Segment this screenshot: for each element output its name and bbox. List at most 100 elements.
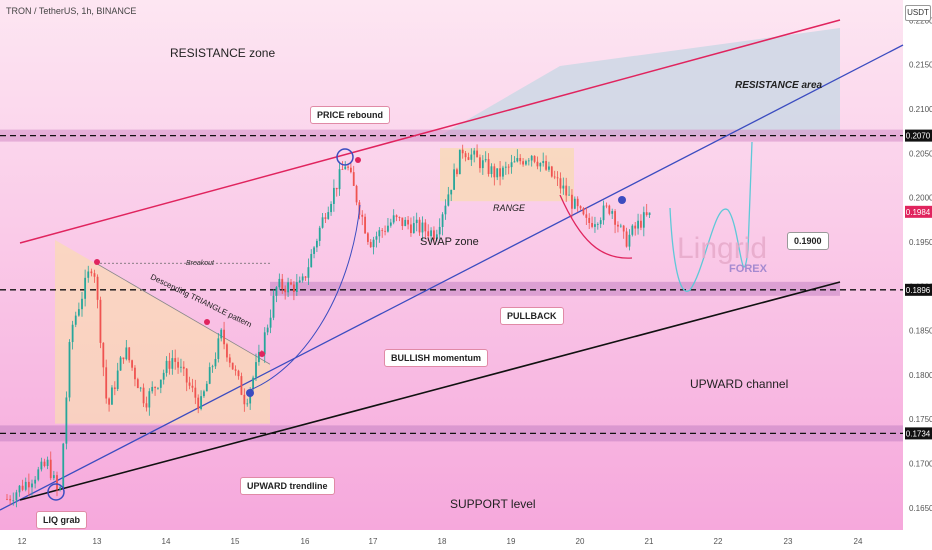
candle-body: [272, 295, 275, 318]
candle-body: [128, 347, 131, 361]
candle-body: [591, 222, 593, 227]
candle-body: [43, 461, 46, 467]
candle-body: [321, 217, 324, 228]
candle-body: [424, 222, 427, 232]
candle-body: [352, 172, 355, 186]
point-marker-3: [355, 157, 361, 163]
upward-trendline-label: UPWARD trendline: [240, 477, 335, 495]
candle-body: [502, 167, 504, 177]
candle-body: [599, 220, 602, 225]
candle-body: [533, 155, 536, 162]
candle-body: [347, 166, 349, 168]
candle-body: [476, 150, 478, 158]
candle-body: [243, 394, 246, 405]
candle-body: [131, 360, 133, 368]
candle-body: [453, 169, 455, 190]
pullback-label: PULLBACK: [500, 307, 564, 325]
candle-body: [493, 166, 496, 178]
price-tag-bg: [905, 283, 932, 296]
resistance-area-label: RESISTANCE area: [735, 80, 823, 91]
candle-body: [18, 485, 21, 493]
x-tick-label: 14: [162, 537, 171, 546]
resistance-trendline: [19, 19, 841, 244]
candle-body: [525, 161, 527, 165]
y-tick-label: 0.1850: [909, 327, 932, 336]
candle-body: [84, 277, 87, 299]
candle-body: [119, 357, 122, 371]
x-tick-label: 13: [93, 537, 102, 546]
candle-body: [307, 267, 310, 278]
candle-body: [180, 366, 182, 368]
candle-body: [487, 159, 490, 175]
x-tick-label: 12: [18, 537, 27, 546]
candle-body: [293, 284, 295, 292]
liq-grab-label: LIQ grab: [36, 511, 88, 529]
bullish-momentum-label: BULLISH momentum: [384, 349, 488, 367]
swap-band: [270, 281, 840, 296]
candle-body: [105, 367, 108, 399]
currency-label[interactable]: USDT: [905, 5, 931, 21]
candle-body: [182, 366, 185, 369]
candle-body: [640, 220, 642, 228]
resistance-area-shade: [440, 28, 840, 136]
candle-body: [278, 278, 281, 288]
candle-body: [573, 198, 576, 209]
breakout-label: Breakout: [186, 260, 215, 267]
support-trendline: [19, 281, 841, 501]
candle-body: [27, 481, 30, 488]
point-marker-1: [204, 319, 210, 325]
candle-body: [481, 160, 484, 169]
candle-body: [154, 386, 156, 389]
price-tag-label: 0.1896: [906, 286, 931, 295]
candle-body: [220, 329, 223, 339]
candle-body: [34, 479, 37, 484]
candle-body: [40, 461, 43, 470]
candle-body: [542, 161, 545, 164]
x-tick-label: 23: [784, 537, 793, 546]
candle-body: [122, 357, 125, 360]
candle-body: [430, 230, 432, 237]
candle-body: [605, 205, 608, 207]
candle-body: [205, 383, 208, 392]
candle-body: [504, 166, 507, 168]
candle-body: [142, 387, 145, 404]
candle-body: [269, 317, 272, 328]
candle-body: [435, 234, 438, 240]
resistance-zone-label: RESISTANCE zone: [170, 46, 276, 60]
upward-channel-label: UPWARD channel: [690, 377, 789, 391]
y-tick-label: 0.2100: [909, 105, 932, 114]
candle-body: [165, 360, 168, 373]
candle-body: [200, 396, 202, 410]
candle-body: [266, 327, 269, 333]
candle-body: [527, 160, 530, 162]
price-tag-label: 0.1734: [906, 429, 931, 438]
candle-body: [395, 215, 398, 218]
candle-body: [87, 271, 90, 278]
symbol-header[interactable]: TRON / TetherUS, 1h, BINANCE: [6, 6, 137, 16]
candle-body: [168, 360, 171, 369]
candle-body: [99, 299, 102, 343]
candle-body: [56, 475, 58, 490]
candle-body: [108, 398, 110, 405]
candle-body: [548, 166, 550, 170]
candle-body: [174, 358, 177, 362]
point-marker-0: [94, 259, 100, 265]
y-tick-label: 0.2000: [909, 194, 932, 203]
x-tick-label: 20: [576, 537, 585, 546]
x-tick-label: 24: [854, 537, 863, 546]
candle-body: [415, 219, 418, 224]
candle-body: [588, 217, 591, 223]
candle-body: [136, 379, 139, 389]
candle-body: [240, 376, 243, 395]
candle-body: [316, 240, 318, 248]
candle-body: [568, 194, 570, 196]
candle-body: [372, 239, 375, 248]
projection-path: [669, 141, 753, 292]
candle-body: [37, 469, 40, 480]
price-tag-bg: [905, 427, 932, 440]
candle-body: [565, 185, 568, 196]
candle-body: [177, 361, 179, 368]
price-tag-bg: [905, 205, 932, 218]
candle-body: [324, 217, 327, 219]
